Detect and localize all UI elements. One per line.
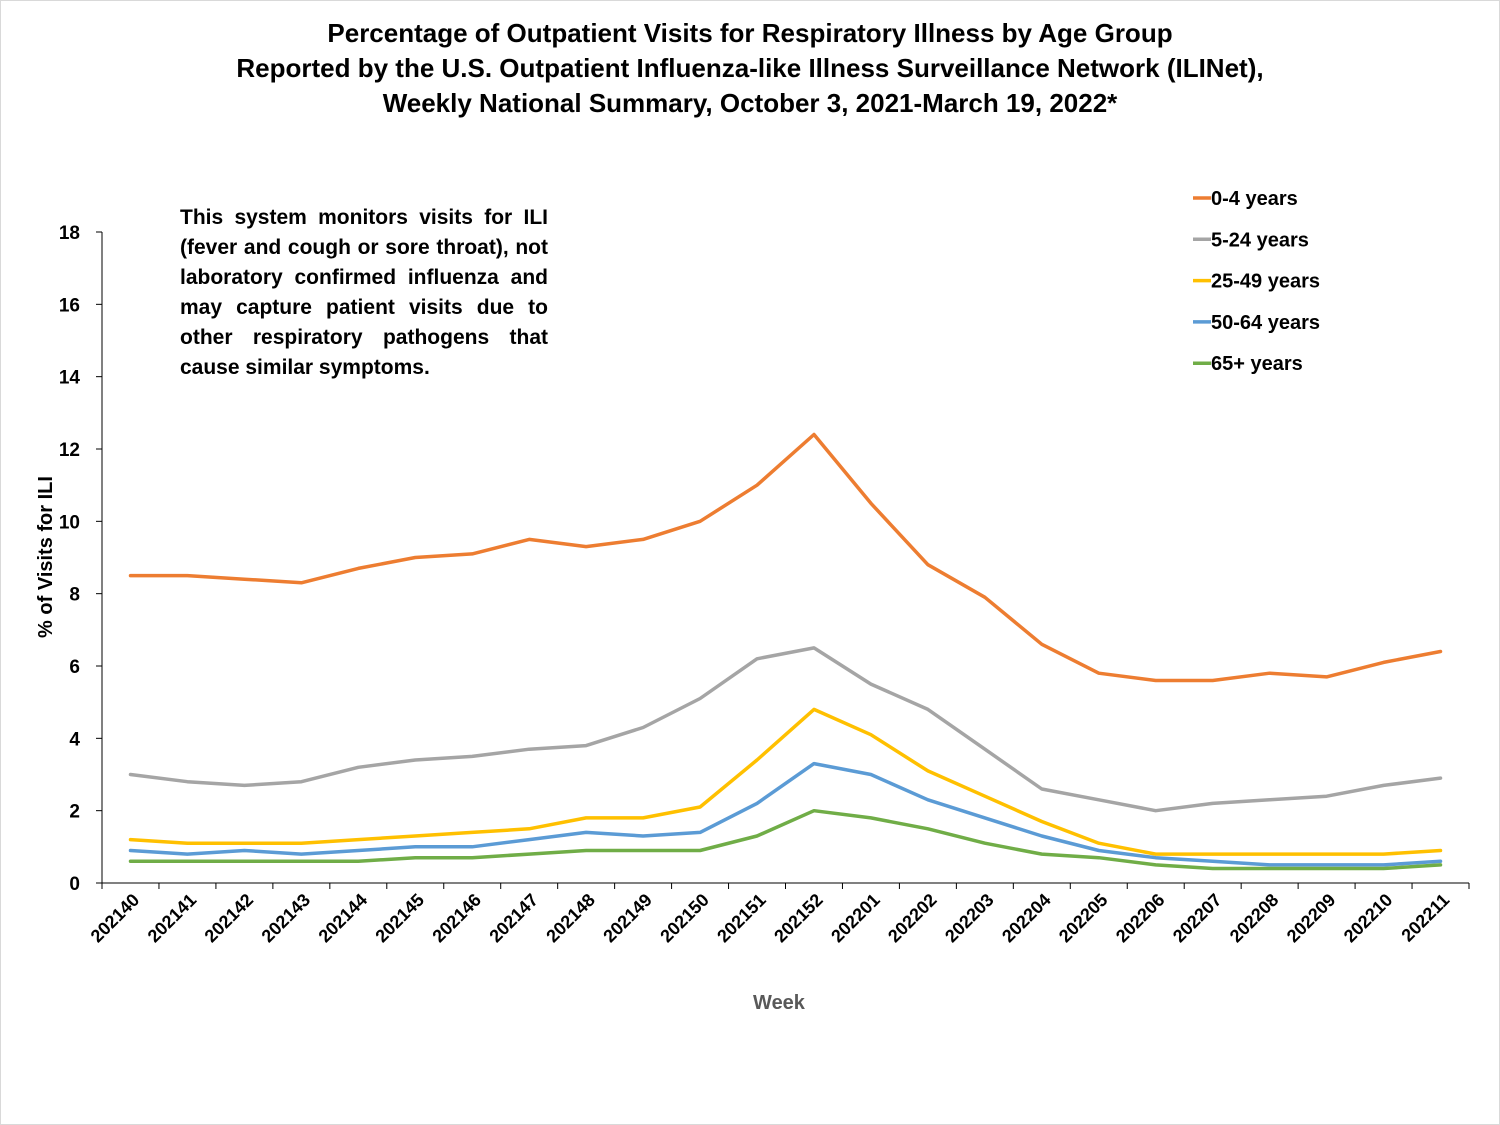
- x-tick-label: 202204: [998, 890, 1055, 947]
- legend-label-0-4-years: 0-4 years: [1211, 188, 1298, 210]
- y-tick-label: 8: [69, 585, 80, 606]
- chart-title-line-3: Weekly National Summary, October 3, 2021…: [382, 88, 1118, 118]
- x-tick-label: 202206: [1112, 890, 1169, 947]
- x-tick-label: 202210: [1340, 890, 1397, 947]
- y-tick-label: 18: [59, 223, 80, 244]
- series-line-0-4-years: [128, 432, 1443, 683]
- y-tick-label: 4: [69, 729, 80, 750]
- x-tick-label: 202150: [656, 890, 713, 947]
- y-tick-label: 10: [59, 512, 80, 533]
- legend-label-65-years: 65+ years: [1211, 353, 1303, 375]
- x-tick-label: 202148: [542, 890, 599, 947]
- series-line-50-64-years: [128, 761, 1443, 867]
- series-line-25-49-years: [128, 707, 1443, 856]
- x-tick-label: 202202: [884, 890, 941, 947]
- chart-note: This system monitors visits for ILI (fev…: [180, 206, 548, 379]
- x-tick-label: 202143: [258, 890, 315, 947]
- legend-label-50-64-years: 50-64 years: [1211, 312, 1320, 334]
- x-tick-label: 202144: [315, 890, 372, 947]
- x-tick-label: 202145: [371, 890, 428, 947]
- y-tick-label: 0: [69, 874, 80, 895]
- x-tick-label: 202147: [485, 890, 542, 947]
- x-tick-label: 202152: [770, 890, 827, 947]
- x-axis-title: Week: [753, 992, 806, 1014]
- x-tick-label: 202142: [201, 890, 258, 947]
- chart-title-line-1: Percentage of Outpatient Visits for Resp…: [327, 18, 1173, 48]
- x-tick-label: 202208: [1226, 890, 1283, 947]
- chart-title-line-2: Reported by the U.S. Outpatient Influenz…: [236, 53, 1264, 83]
- y-tick-label: 2: [69, 802, 80, 823]
- y-tick-label: 16: [59, 295, 80, 316]
- x-tick-label: 202201: [827, 890, 884, 947]
- x-tick-label: 202207: [1169, 890, 1226, 947]
- y-tick-label: 14: [59, 368, 81, 389]
- series-line-65-years: [128, 808, 1443, 871]
- x-tick-label: 202146: [428, 890, 485, 947]
- series-line-5-24-years: [128, 646, 1443, 813]
- y-axis-title: % of Visits for ILI: [35, 476, 57, 638]
- x-tick-label: 202203: [941, 890, 998, 947]
- x-tick-label: 202149: [599, 890, 656, 947]
- legend-label-25-49-years: 25-49 years: [1211, 271, 1320, 293]
- x-tick-label: 202205: [1055, 890, 1112, 947]
- x-tick-label: 202209: [1283, 890, 1340, 947]
- legend-label-5-24-years: 5-24 years: [1211, 229, 1309, 251]
- y-tick-label: 12: [59, 440, 80, 461]
- x-tick-label: 202151: [713, 890, 770, 947]
- x-tick-label: 202140: [87, 890, 144, 947]
- x-tick-label: 202211: [1397, 890, 1453, 946]
- y-tick-label: 6: [69, 657, 80, 678]
- x-tick-label: 202141: [144, 890, 201, 947]
